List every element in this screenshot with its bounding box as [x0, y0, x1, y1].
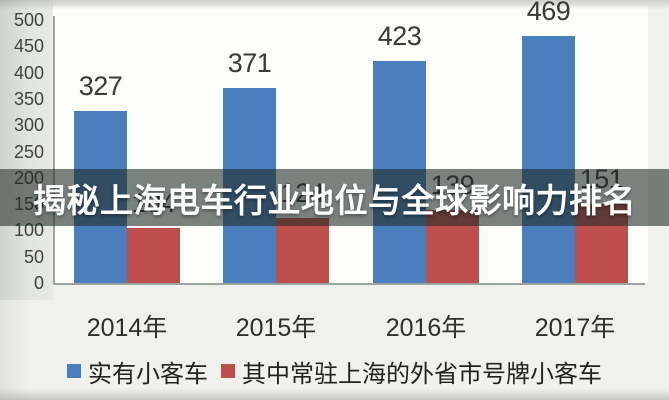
- overlay-title-text: 揭秘上海电车行业地位与全球影响力排名: [33, 181, 636, 219]
- y-axis-tick-label: 500: [13, 10, 44, 30]
- overlay-title-banner: 揭秘上海电车行业地位与全球影响力排名: [0, 169, 669, 226]
- bar-value-label: 371: [227, 47, 272, 78]
- legend-label-red: 其中常驻上海的外省市号牌小客车: [242, 360, 602, 388]
- y-axis-tick-label: 450: [13, 36, 44, 57]
- legend-item-blue: 实有小客车: [67, 354, 208, 389]
- bar-value-label: 469: [526, 0, 571, 27]
- x-axis-label-2014年: 2014年: [86, 314, 168, 342]
- x-axis-label-2016年: 2016年: [385, 314, 467, 342]
- x-axis-label-2017年: 2017年: [534, 314, 616, 342]
- y-axis-tick-label: 50: [23, 246, 44, 267]
- y-axis-tick-label: 250: [13, 141, 44, 162]
- legend-swatch-blue: [67, 364, 81, 378]
- bar-red-2014年: [127, 228, 180, 283]
- bar-blue-2017年: [522, 36, 575, 283]
- y-axis-tick-label: 350: [13, 88, 44, 109]
- legend-item-red: 其中常驻上海的外省市号牌小客车: [221, 354, 602, 389]
- legend-swatch-red: [221, 364, 235, 378]
- bar-red-2015年: [276, 217, 329, 283]
- bar-value-label: 327: [78, 70, 123, 101]
- x-axis-label-2015年: 2015年: [235, 314, 317, 342]
- chart-legend: 实有小客车 其中常驻上海的外省市号牌小客车: [0, 354, 669, 389]
- legend-label-blue: 实有小客车: [88, 360, 208, 388]
- y-axis-tick-label: 300: [13, 115, 44, 136]
- y-axis-tick-label: 0: [33, 273, 44, 293]
- y-axis-line: [53, 16, 55, 283]
- x-axis-line: [53, 283, 645, 285]
- y-axis-tick-label: 400: [13, 62, 44, 83]
- left-margin-strip: [0, 0, 53, 300]
- bar-value-label: 423: [377, 20, 422, 51]
